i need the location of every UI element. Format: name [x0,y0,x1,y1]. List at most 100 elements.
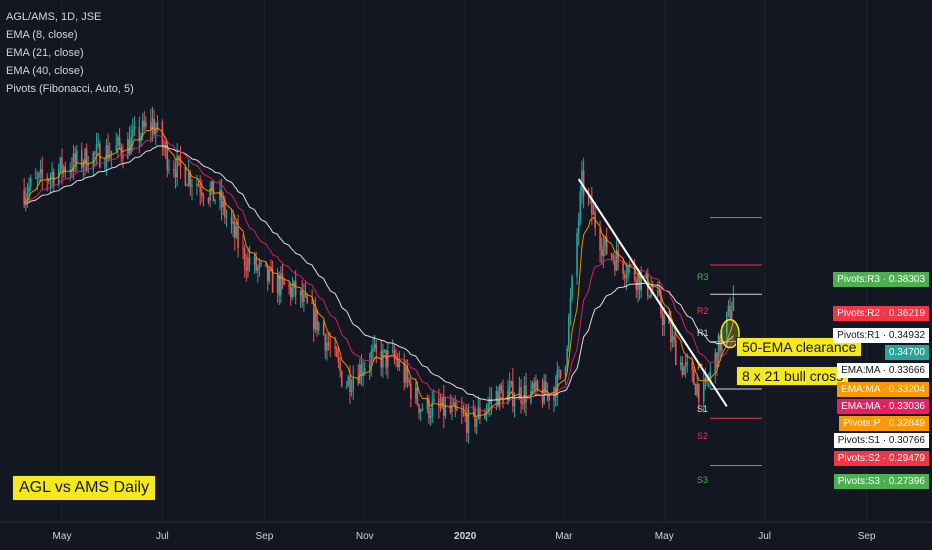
pivot-r3-label: R3 [697,272,709,282]
candle-body [485,409,488,413]
candle-body [651,289,654,291]
price-label[interactable]: EMA:MA · 0.33666 [837,363,929,378]
candle-body [464,413,466,416]
candle-body [408,379,410,384]
candle-body [454,402,457,409]
candle-body [41,169,44,178]
candle-body [207,197,210,201]
candle-body [521,403,524,405]
candle-body [668,316,670,325]
candle-body [150,122,152,129]
candlestick-series [23,106,735,444]
candle-body [301,291,304,302]
legend-ema-21[interactable]: EMA (21, close) [6,47,84,59]
candle-body [141,120,144,136]
candle-body [495,390,498,402]
candle-body [393,350,396,359]
candle-body [51,172,53,177]
legend-ema-40[interactable]: EMA (40, close) [6,65,84,77]
legend-ema-8[interactable]: EMA (8, close) [6,29,78,41]
candle-body [340,371,343,387]
price-label[interactable]: Pivots:S3 · 0.27396 [833,474,929,489]
time-tick-label: 2020 [454,531,477,542]
price-label[interactable]: 0.34700 [884,345,929,360]
candle-body [732,297,735,311]
candle-body [467,407,470,434]
candle-body [36,177,39,179]
candle-body [541,389,544,404]
candle-body [24,197,27,205]
candle-body [294,280,297,296]
candle-body [237,226,239,248]
candle-body [531,383,534,391]
price-label[interactable]: Pivots:R3 · 0.38303 [833,272,929,287]
candle-body [679,362,682,366]
time-tick-label: Sep [255,531,274,542]
candle-body [686,362,689,364]
candle-body [72,153,75,172]
candle-body [80,150,83,168]
candle-body [130,136,132,155]
candle-body [49,176,52,181]
candle-body [288,284,290,287]
candle-body [472,407,475,409]
pivot-s1-label: S1 [697,404,709,414]
candle-body [84,149,86,165]
candle-body [513,399,516,407]
price-label[interactable]: Pivots:S1 · 0.30766 [833,433,929,448]
candle-body [117,137,119,146]
candle-body [253,256,256,265]
candle-body [416,387,419,405]
candle-body [209,189,211,201]
candle-body [64,166,67,173]
candle-body [324,334,327,351]
candle-body [382,349,384,368]
candle-body [484,412,486,419]
candle-body [145,122,147,127]
candle-body [289,286,292,298]
candle-body [299,291,302,296]
candle-body [449,404,452,413]
candle-body [39,169,42,174]
candle-body [398,361,401,368]
candle-body [543,381,545,404]
candle-body [59,157,62,170]
legend-symbol[interactable]: AGL/AMS, 1D, JSE [6,11,102,23]
candle-body [107,145,109,159]
candle-body [168,169,170,171]
candle-body [709,371,712,381]
candle-body [633,264,636,280]
candle-body [670,324,672,343]
price-label[interactable]: Pivots:R2 · 0.36219 [833,306,929,321]
chart-legend: AGL/AMS, 1D, JSE EMA (8, close) EMA (21,… [6,8,134,98]
candle-body [623,274,626,279]
price-label[interactable]: EMA:MA · 0.33204 [837,382,929,397]
price-label[interactable]: Pivots:S2 · 0.29479 [833,451,929,466]
candle-body [714,352,717,372]
candle-body [118,137,121,146]
candle-body [199,186,202,193]
candle-body [311,302,313,304]
candle-body [245,266,248,271]
candle-body [725,312,728,334]
legend-pivots[interactable]: Pivots (Fibonacci, Auto, 5) [6,83,134,95]
candle-body [219,190,221,200]
candle-body [232,221,234,224]
candle-body [312,303,315,330]
chart-title-box: AGL vs AMS Daily [12,475,157,501]
price-label[interactable]: Pivots:P · 0.32849 [839,416,929,431]
candle-body [184,166,187,186]
trendline[interactable] [577,178,728,407]
candle-body [154,130,157,135]
candle-body [535,380,537,389]
price-label[interactable]: EMA:MA · 0.33036 [837,399,929,414]
price-label[interactable]: Pivots:R1 · 0.34932 [833,328,929,343]
candle-body [638,273,641,291]
candle-body [518,387,521,400]
candle-body [441,396,443,408]
candle-body [645,273,647,276]
candle-body [156,121,159,131]
candle-body [268,269,271,282]
candle-body [363,368,366,372]
